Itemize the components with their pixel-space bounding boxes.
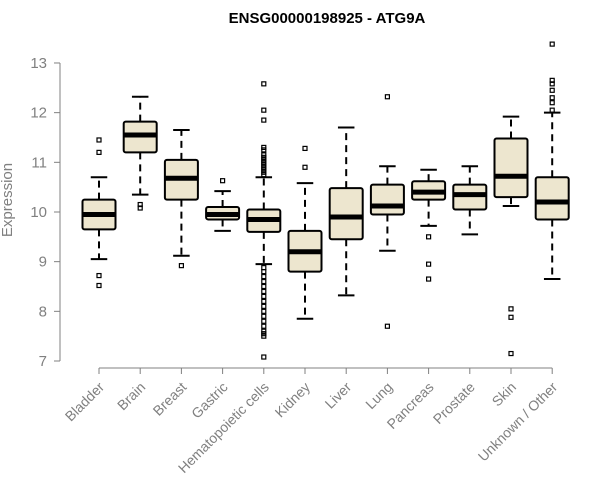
boxes-layer bbox=[81, 41, 570, 360]
box-lung bbox=[369, 94, 405, 329]
box-bladder bbox=[81, 137, 117, 289]
y-tick-label: 10 bbox=[30, 204, 47, 221]
y-axis: 7 8 9 10 11 12 13 bbox=[30, 55, 61, 370]
outlier-point bbox=[261, 288, 267, 295]
box-prostate bbox=[452, 165, 488, 236]
outlier-point bbox=[178, 263, 184, 269]
box-brain bbox=[122, 95, 158, 211]
box-liver bbox=[328, 126, 364, 297]
outlier-point bbox=[261, 268, 267, 275]
outlier-point bbox=[549, 81, 555, 87]
outlier-point bbox=[96, 282, 102, 289]
y-tick-label: 7 bbox=[39, 353, 47, 370]
iqr-box bbox=[493, 137, 529, 199]
outlier-point bbox=[261, 172, 267, 178]
box-hematopoietic-cells bbox=[246, 81, 282, 360]
outlier-point bbox=[508, 306, 514, 312]
outlier-point bbox=[261, 333, 267, 339]
outlier-point bbox=[261, 273, 267, 280]
outlier-point bbox=[549, 87, 555, 93]
y-tick-label: 12 bbox=[30, 105, 47, 122]
iqr-box bbox=[369, 183, 405, 216]
outlier-point bbox=[261, 283, 267, 290]
box-pancreas bbox=[411, 168, 447, 282]
iqr-box bbox=[328, 187, 364, 241]
outlier-point bbox=[137, 205, 143, 211]
box-breast bbox=[163, 129, 199, 269]
outlier-point bbox=[549, 107, 555, 113]
outlier-point bbox=[384, 323, 390, 329]
outlier-point bbox=[261, 107, 267, 113]
outlier-point bbox=[220, 178, 226, 184]
x-tick-label: Kidney bbox=[272, 379, 314, 421]
box-gastric bbox=[205, 178, 241, 232]
outlier-point bbox=[508, 314, 514, 320]
outlier-point bbox=[261, 318, 267, 324]
x-tick-label: Brain bbox=[114, 379, 148, 413]
chart-title: ENSG00000198925 - ATG9A bbox=[229, 10, 426, 27]
outlier-point bbox=[261, 303, 267, 309]
outlier-point bbox=[302, 164, 308, 170]
y-axis-label: Expression bbox=[0, 163, 16, 237]
box-kidney bbox=[287, 145, 323, 320]
outlier-point bbox=[426, 261, 432, 267]
y-tick-label: 9 bbox=[39, 254, 47, 271]
outlier-point bbox=[261, 354, 267, 360]
outlier-point bbox=[261, 323, 267, 329]
x-tick-label: Bladder bbox=[62, 379, 108, 425]
y-tick-label: 11 bbox=[31, 154, 47, 171]
y-tick-label: 8 bbox=[39, 303, 47, 320]
x-tick-label: Prostate bbox=[430, 379, 478, 427]
outlier-point bbox=[302, 145, 308, 152]
box-unknown-other bbox=[534, 41, 570, 281]
outlier-point bbox=[261, 147, 267, 153]
outlier-point bbox=[261, 313, 267, 319]
outlier-point bbox=[261, 298, 267, 304]
outlier-point bbox=[384, 94, 390, 100]
x-tick-label: Lung bbox=[362, 379, 395, 412]
outlier-point bbox=[261, 278, 267, 285]
outlier-point bbox=[96, 272, 102, 279]
outlier-point bbox=[261, 81, 267, 87]
outlier-point bbox=[426, 276, 432, 282]
box-skin bbox=[493, 115, 529, 357]
y-tick-label: 13 bbox=[30, 55, 47, 72]
x-tick-label: Skin bbox=[489, 379, 520, 410]
outlier-point bbox=[549, 100, 555, 106]
outlier-point bbox=[508, 350, 514, 357]
outlier-point bbox=[96, 137, 102, 143]
outlier-point bbox=[261, 308, 267, 314]
iqr-box bbox=[534, 176, 570, 221]
outlier-point bbox=[426, 234, 432, 240]
outlier-point bbox=[96, 149, 102, 155]
outlier-point bbox=[261, 293, 267, 300]
x-tick-label: Breast bbox=[150, 379, 190, 419]
x-tick-label: Liver bbox=[322, 379, 355, 412]
outlier-point bbox=[549, 95, 555, 101]
outlier-point bbox=[261, 117, 267, 123]
outlier-point bbox=[549, 41, 555, 47]
